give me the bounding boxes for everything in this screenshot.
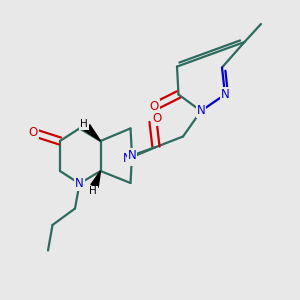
Text: N: N	[75, 177, 84, 190]
Text: N: N	[123, 152, 132, 166]
Text: O: O	[28, 125, 38, 139]
Text: O: O	[152, 112, 161, 125]
Polygon shape	[84, 125, 101, 141]
Text: H: H	[80, 119, 88, 129]
Text: H: H	[89, 186, 97, 197]
Text: O: O	[150, 100, 159, 113]
Text: N: N	[128, 149, 136, 162]
Polygon shape	[91, 171, 100, 188]
Text: N: N	[220, 88, 230, 101]
Text: N: N	[196, 104, 206, 118]
